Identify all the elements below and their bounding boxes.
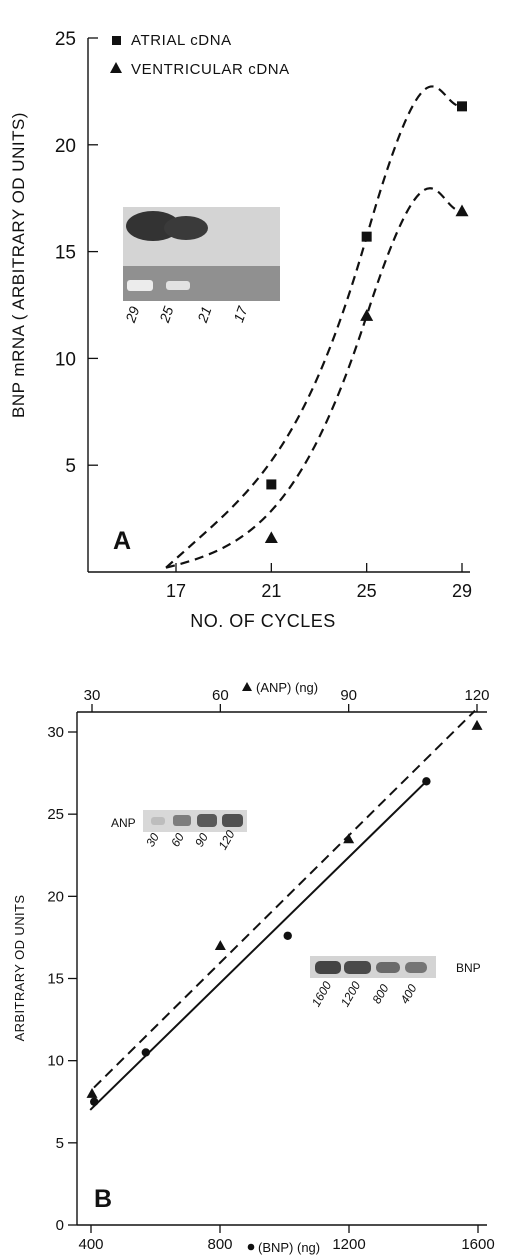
anp-gel-lane-label: 30 [143, 830, 162, 849]
a-curve-atrial-cdna [165, 85, 463, 569]
anp-gel-lane-label: 90 [192, 830, 211, 849]
a-x-tick-label: 17 [166, 581, 186, 601]
anp-axis-triangle-marker [242, 682, 252, 691]
b-y-tick-label: 25 [47, 806, 64, 823]
legend-label-ventricular: VENTRICULAR cDNA [131, 61, 290, 78]
a-gel-lane-label: 17 [230, 303, 251, 324]
anp-gel-lane-label: 60 [168, 830, 187, 849]
b-y-tick-label: 10 [47, 1053, 64, 1070]
b-point-anp [343, 833, 355, 844]
a-point-atrial-cdna [361, 231, 372, 242]
legend-triangle-marker [110, 62, 122, 73]
a-y-tick-label: 10 [55, 349, 76, 370]
b-line-anp [93, 709, 476, 1089]
legend-label-atrial: ATRIAL cDNA [131, 32, 232, 49]
a-y-tick-label: 20 [55, 136, 76, 157]
b-top-tick-label: 60 [212, 687, 229, 704]
a-point-atrial-cdna [457, 101, 467, 112]
a-x-axis-label: NO. OF CYCLES [190, 611, 336, 631]
b-bottom-tick-label: 1600 [461, 1236, 494, 1253]
a-gel-lane-label: 21 [194, 304, 215, 325]
bnp-axis-circle-marker [247, 1243, 255, 1251]
b-bottom-tick-label: 1200 [332, 1236, 365, 1253]
a-x-tick-label: 25 [357, 581, 377, 601]
b-bottom-tick-label: 400 [78, 1236, 103, 1253]
a-point-atrial-cdna [266, 479, 277, 490]
bnp-inset-gel [310, 956, 436, 978]
a-point-ventricular-cdna [455, 204, 469, 217]
b-top-axis-label: (ANP) (ng) [256, 680, 318, 695]
anp-inset-title: ANP [111, 816, 136, 830]
b-y-tick-label: 5 [56, 1135, 64, 1152]
b-y-tick-label: 20 [47, 888, 64, 905]
anp-inset-gel [143, 810, 247, 832]
bnp-gel-lane-label: 1600 [309, 979, 335, 1009]
b-y-tick-label: 30 [47, 724, 64, 741]
bnp-gel-lane-label: 800 [369, 982, 391, 1007]
a-y-axis-label: BNP mRNA ( ARBITRARY OD UNITS) [9, 112, 28, 418]
b-line-bnp [89, 780, 428, 1111]
bnp-gel-lane-label: 400 [397, 982, 419, 1007]
b-y-axis-label: ARBITRARY OD UNITS [12, 895, 27, 1042]
bnp-gel-lane-label: 1200 [338, 979, 364, 1009]
panel-a: 5 10 15 20 25 17 21 25 29 BNP mRNA ( ARBITRARY … [9, 29, 472, 631]
a-inset-gel [123, 207, 280, 301]
b-point-anp [214, 940, 226, 951]
a-curve-ventricular-cdna [165, 187, 463, 569]
b-point-bnp [422, 777, 431, 786]
a-point-ventricular-cdna [360, 309, 374, 321]
b-bottom-tick-label: 800 [207, 1236, 232, 1253]
b-y-tick-label: 15 [47, 971, 64, 988]
a-x-tick-label: 21 [261, 581, 281, 601]
b-point-bnp [141, 1048, 151, 1057]
b-y-tick-label: 0 [56, 1217, 64, 1234]
a-y-tick-label: 25 [55, 29, 76, 50]
a-gel-lane-label: 29 [122, 304, 143, 325]
a-point-ventricular-cdna [264, 531, 278, 544]
a-y-tick-label: 5 [65, 456, 76, 477]
a-y-tick-label: 15 [55, 243, 76, 264]
legend-square-marker [112, 36, 121, 45]
panel-label-a: A [113, 527, 131, 555]
bnp-inset-title: BNP [456, 961, 481, 975]
b-point-anp [471, 719, 483, 730]
b-top-tick-label: 30 [84, 687, 101, 704]
b-top-tick-label: 90 [340, 687, 357, 704]
a-gel-lane-label: 25 [156, 304, 177, 325]
panel-label-b: B [94, 1185, 112, 1213]
a-x-tick-label: 29 [452, 581, 472, 601]
b-point-bnp [283, 931, 292, 940]
b-top-tick-label: 120 [464, 687, 489, 704]
b-point-anp [86, 1088, 98, 1098]
b-point-bnp [90, 1097, 99, 1106]
b-bottom-axis-label: (BNP) (ng) [258, 1240, 320, 1255]
